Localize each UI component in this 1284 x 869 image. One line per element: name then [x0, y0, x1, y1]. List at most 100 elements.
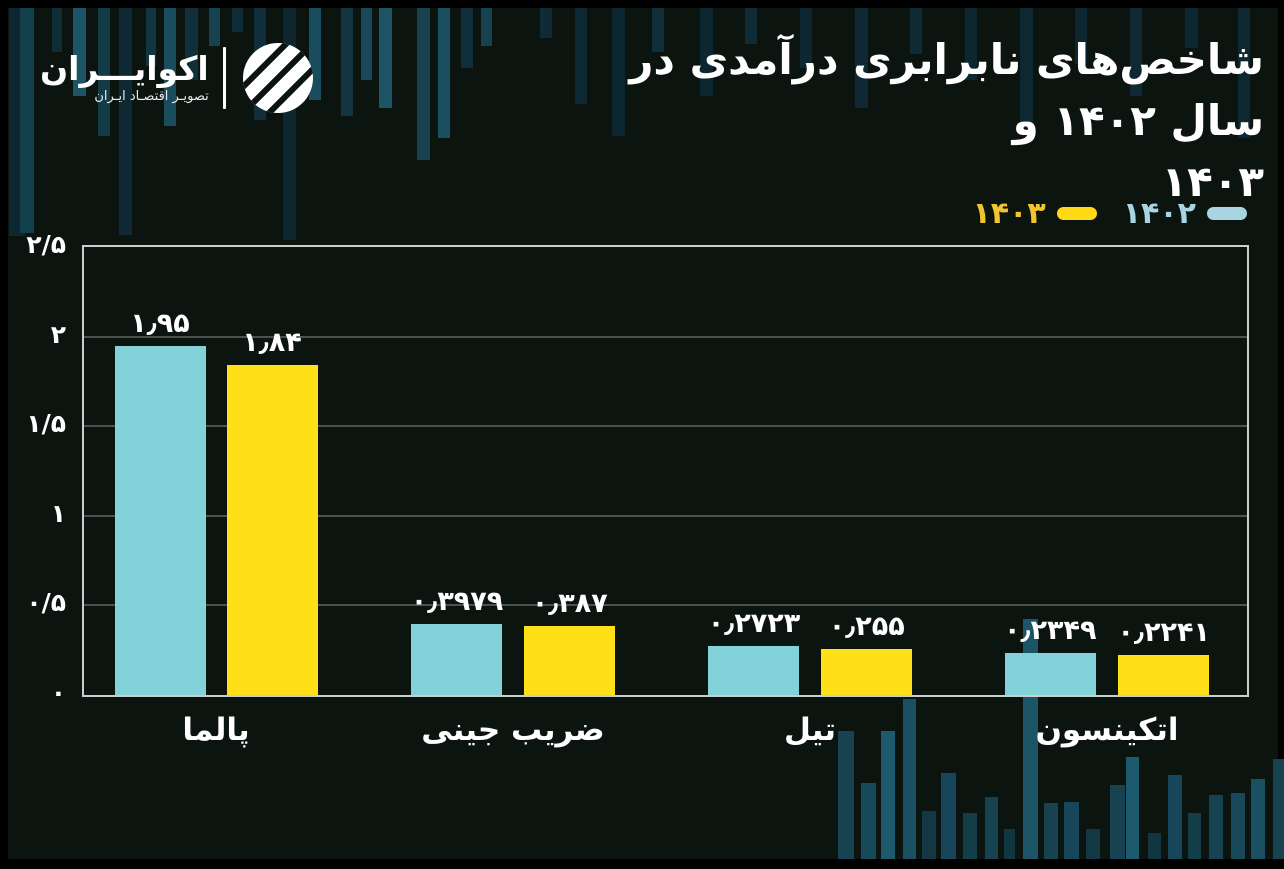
brand-name: اکوایـــران [40, 48, 209, 88]
decor-bar [164, 8, 176, 126]
category-label: ضریب جینی [421, 712, 605, 748]
decor-bar [1004, 829, 1015, 859]
bar-value-label: ۰٫۲۵۵ [828, 611, 905, 642]
y-tick-label: ۰/۵ [26, 588, 66, 617]
decor-bar [1086, 829, 1100, 859]
bar-۱۴۰۳ [1118, 655, 1210, 695]
bar-column: ۰٫۳۹۷۹ [411, 586, 503, 695]
decor-bar [1168, 775, 1182, 859]
decor-bar [438, 8, 450, 138]
decor-bar [209, 8, 220, 46]
bar-۱۴۰۲ [1004, 653, 1096, 695]
decor-bar [98, 8, 110, 136]
gridline [84, 515, 1247, 517]
bar-column: ۱٫۸۴ [226, 327, 318, 695]
decor-bar [540, 8, 552, 38]
decor-bar [700, 8, 713, 96]
decor-bar [941, 773, 956, 859]
brand-separator [222, 47, 226, 109]
gridline [84, 604, 1247, 606]
legend-item-1402: ۱۴۰۲ [1123, 196, 1247, 231]
bars-layer: ۱٫۹۵ ۱٫۸۴ ۰٫۳۹۷۹ ۰٫۳۸۷ ۰٫۲۷۲۳ ۰٫۲۵۵ ۰٫۲۳۴۹ ۰٫۲۲… [84, 247, 1247, 695]
decor-bar [185, 8, 198, 80]
decor-bar [232, 8, 243, 32]
bar-value-label: ۰٫۲۷۲۳ [707, 608, 801, 639]
bar-group-2: ۰٫۳۹۷۹ ۰٫۳۸۷ [406, 586, 620, 695]
decor-bar [652, 8, 664, 52]
bar-۱۴۰۳ [821, 649, 913, 695]
decor-bar [361, 8, 372, 80]
bar-column: ۰٫۲۳۴۹ [1004, 615, 1097, 695]
bar-column: ۰٫۳۸۷ [524, 588, 616, 695]
decor-bar [963, 813, 977, 859]
bar-column: ۰٫۲۵۵ [821, 611, 913, 695]
decor-bar [1130, 8, 1142, 96]
bar-value-label: ۱٫۹۵ [130, 308, 190, 339]
decor-bar [1126, 757, 1139, 859]
y-tick-label: ۲ [50, 320, 66, 349]
decor-bar [1044, 803, 1058, 859]
decor-bar [745, 8, 757, 44]
decor-bar [965, 8, 977, 80]
bar-۱۴۰۲ [708, 646, 800, 695]
bar-۱۴۰۲ [114, 346, 206, 695]
bar-group-4: ۰٫۲۳۴۹ ۰٫۲۲۴۱ [1000, 615, 1214, 695]
legend-swatch-1402 [1207, 207, 1247, 220]
bar-value-label: ۰٫۳۸۷ [531, 588, 608, 619]
decor-bar [985, 797, 998, 859]
gridline [84, 425, 1247, 427]
y-tick-label: ۰ [50, 678, 66, 707]
legend-swatch-1403 [1056, 207, 1097, 220]
gridline [84, 336, 1247, 338]
decor-bar [838, 731, 854, 859]
legend-item-1403: ۱۴۰۳ [973, 196, 1097, 231]
decor-bar [1273, 759, 1284, 859]
decor-bar [1020, 8, 1033, 128]
decor-bar [922, 811, 936, 859]
decor-bar [1148, 833, 1161, 859]
decor-bar [1185, 8, 1198, 48]
decor-bar [481, 8, 492, 46]
decor-bar [910, 8, 922, 54]
decor-bar [1209, 795, 1223, 859]
plot-area [82, 245, 1249, 697]
legend: ۱۴۰۲ ۱۴۰۳ [973, 196, 1247, 231]
ecoiran-logo-icon [242, 43, 313, 113]
decor-bar [417, 8, 430, 160]
chart-title: شاخص‌های نابرابری درآمدی در سال ۱۴۰۲ و ۱… [564, 30, 1264, 213]
bar-value-label: ۰٫۲۳۴۹ [1004, 615, 1097, 646]
decor-bar [861, 783, 876, 859]
bar-value-label: ۱٫۸۴ [242, 327, 302, 358]
decor-bar [1110, 785, 1125, 859]
decor-bar [1064, 802, 1079, 859]
decor-bar [341, 8, 353, 116]
brand-text: اکوایـــران تصویـر اقتصـاد ایـران [40, 48, 209, 105]
legend-label-1402: ۱۴۰۲ [1122, 196, 1196, 231]
decor-bar [800, 8, 812, 68]
decor-bar [612, 8, 625, 136]
brand-tagline: تصویـر اقتصـاد ایـران [94, 89, 209, 105]
decor-bar [575, 8, 587, 104]
bar-column: ۱٫۹۵ [114, 308, 206, 695]
chart-title-line1: شاخص‌های نابرابری درآمدی در سال ۱۴۰۲ و [629, 35, 1264, 145]
y-tick-label: ۲/۵ [26, 230, 66, 259]
decor-bar [379, 8, 392, 108]
decor-bar [119, 8, 132, 235]
decor-bar [903, 699, 916, 859]
decor-bar [1188, 813, 1201, 859]
bar-value-label: ۰٫۳۹۷۹ [410, 586, 504, 617]
decor-bar [1238, 8, 1250, 138]
decor-bar [461, 8, 473, 68]
bar-group-3: ۰٫۲۷۲۳ ۰٫۲۵۵ [703, 608, 917, 695]
bar-۱۴۰۳ [524, 626, 616, 695]
decor-bar [73, 8, 86, 96]
bar-۱۴۰۳ [226, 365, 318, 695]
bar-column: ۰٫۲۲۴۱ [1118, 617, 1210, 695]
decor-bar [52, 8, 62, 52]
bar-column: ۰٫۲۷۲۳ [708, 608, 800, 695]
category-label: تیل [784, 712, 836, 748]
category-label: اتکینسون [1035, 712, 1179, 748]
brand-logo: اکوایـــران تصویـر اقتصـاد ایـران [40, 40, 316, 116]
category-label: پالما [182, 712, 250, 748]
